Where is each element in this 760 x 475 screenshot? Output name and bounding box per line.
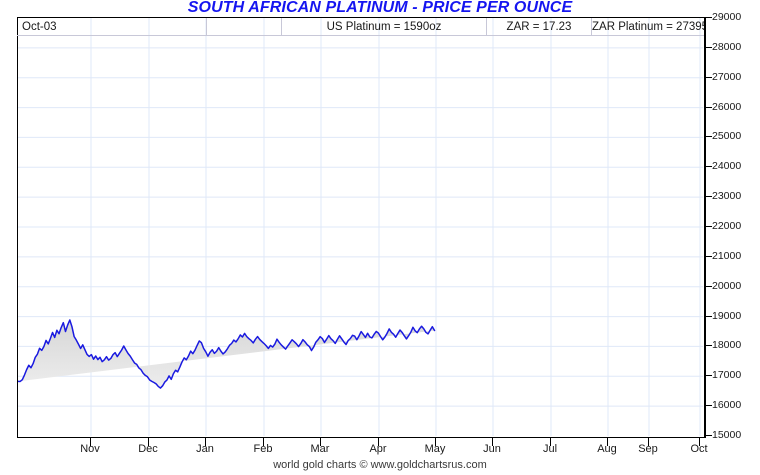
y-axis-label: 28000 [712,40,742,53]
x-axis-label: Jun [483,443,501,455]
y-axis-label: 16000 [712,399,742,412]
y-axis-label: 23000 [712,190,742,203]
price-area-fill [18,320,435,389]
y-axis-tick [705,226,712,227]
y-axis-tick [705,196,712,198]
x-axis-label: Feb [253,443,273,455]
y-axis-label: 15000 [712,429,742,441]
x-axis-label: Apr [369,443,387,455]
x-axis-label: Sep [638,443,658,455]
y-axis-labels: 29000 28000 27000 26000 25000 24000 23000 22000… [712,0,760,475]
x-axis-tick [648,438,649,446]
y-axis-label: 24000 [712,160,742,173]
y-axis-tick [705,76,712,78]
x-axis-tick [378,438,379,446]
y-axis-label: 20000 [712,279,742,292]
y-axis-tick [705,375,712,377]
y-axis-label: 22000 [712,220,742,232]
x-axis-label: Jul [542,443,558,455]
x-axis-tick [320,438,321,446]
gridlines [18,18,703,436]
x-axis-tick [90,438,91,446]
y-axis-label: 18000 [712,339,742,352]
y-axis-label: 25000 [712,130,742,143]
x-axis-tick [263,438,264,446]
x-axis-tick [148,438,149,446]
y-axis-tick [705,285,712,287]
y-axis-tick [705,46,712,48]
y-axis-label: 19000 [712,309,742,322]
x-axis-label: May [424,443,446,455]
y-axis-label: 29000 [712,11,742,23]
y-axis-label: 17000 [712,369,742,382]
x-axis-label: Oct [690,443,708,455]
x-axis-label: Aug [597,443,617,455]
y-axis-label: 26000 [712,100,742,113]
y-axis-label: 21000 [712,249,742,262]
x-axis-tick [699,438,700,446]
x-axis-tick [550,438,551,446]
x-axis-label: Jan [196,443,214,455]
y-axis-tick [705,435,712,436]
x-axis-tick [435,438,436,446]
x-axis-label: Mar [310,443,330,455]
x-axis-tick [492,438,493,446]
y-axis-tick [705,345,712,347]
plot-area [17,17,705,438]
x-axis-tick [607,438,608,446]
y-axis-tick [705,405,712,407]
y-axis-line [705,17,706,438]
footer-credit: world gold charts © www.goldchartsrus.co… [273,459,487,471]
chart-title: SOUTH AFRICAN PLATINUM - PRICE PER OUNCE [187,0,573,16]
price-line [18,319,436,389]
y-axis-tick [705,166,712,168]
y-axis-label: 27000 [712,70,742,83]
y-axis-tick [705,17,712,18]
x-axis-label: Nov [80,443,100,455]
x-axis-label: Dec [138,443,158,455]
y-axis-tick [705,255,712,257]
y-axis-tick [705,136,712,138]
x-axis-tick [205,438,206,446]
y-axis-tick [705,106,712,108]
y-axis-tick [705,315,712,317]
plot-canvas [18,18,703,436]
